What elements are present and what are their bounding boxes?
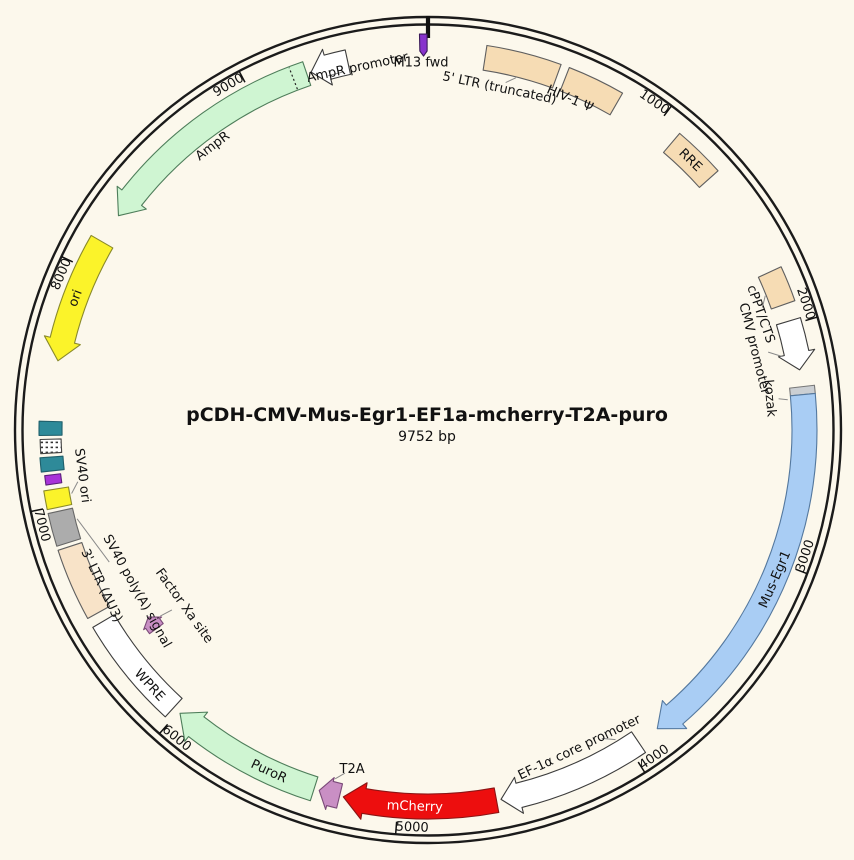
feature-ef1a-core-promoter[interactable]	[500, 731, 647, 814]
leader-factor-xa-site	[160, 609, 173, 617]
leader-ampr-promoter	[328, 71, 343, 77]
label-m13-fwd[interactable]: M13 fwd	[393, 56, 448, 71]
label-sv40-ori[interactable]: SV40 ori	[71, 447, 93, 503]
feature-divider-ampr	[288, 67, 298, 90]
leader-five-ltr-truncated	[505, 77, 517, 84]
feature-cmv-promoter[interactable]	[775, 317, 816, 371]
feature-hiv-1-psi[interactable]	[559, 67, 624, 116]
feature-factor-xa-site[interactable]	[143, 616, 164, 635]
tick-3000	[795, 568, 808, 575]
tick-5000	[394, 821, 398, 835]
feature-ampr[interactable]	[116, 61, 312, 217]
tick-6000	[158, 723, 169, 735]
leader-cmv-promoter	[768, 351, 783, 358]
features	[38, 33, 818, 820]
feature-sv40-element-purple[interactable]	[44, 473, 63, 486]
tick-9000	[238, 70, 246, 83]
feature-five-ltr-truncated[interactable]	[482, 44, 562, 89]
tick-label-5000: 5000	[395, 820, 429, 836]
feature-wpre[interactable]	[92, 614, 183, 718]
feature-sv40-ori[interactable]	[43, 486, 73, 511]
tick-label-2000: 2000	[793, 286, 818, 322]
tick-4000	[637, 761, 646, 774]
feature-sv40-element-teal-1[interactable]	[39, 455, 65, 473]
feature-rre[interactable]	[662, 132, 719, 188]
leader-cppt-cts	[761, 295, 766, 308]
backbone-rings	[13, 15, 843, 845]
label-ori[interactable]: ori	[66, 288, 86, 309]
feature-sv40-polya-signal[interactable]	[47, 507, 82, 547]
backbone-ring	[21, 23, 835, 837]
tick-7000	[30, 508, 44, 513]
feature-m13-fwd[interactable]	[418, 33, 428, 57]
tick-8000	[61, 255, 74, 263]
feature-mcherry[interactable]	[342, 782, 500, 820]
leader-sv40-ori	[71, 481, 79, 494]
leader-t2a	[334, 772, 346, 780]
feature-cppt-cts[interactable]	[757, 266, 796, 310]
feature-sv40-element-teal-2[interactable]	[38, 420, 63, 437]
leader-kozak	[778, 398, 788, 401]
label-t2a[interactable]: T2A	[339, 762, 365, 777]
label-leader-lines	[71, 71, 788, 780]
feature-sv40-element-hatched[interactable]	[39, 438, 63, 455]
feature-t2a[interactable]	[318, 777, 344, 810]
tick-1000	[663, 105, 673, 117]
feature-three-ltr-du3[interactable]	[57, 542, 111, 620]
backbone-ring	[13, 15, 843, 845]
feature-ori[interactable]	[43, 234, 114, 362]
feature-mus-egr1[interactable]	[656, 392, 818, 730]
feature-ampr-promoter[interactable]	[310, 48, 352, 86]
leader-sv40-polya-signal	[76, 518, 110, 563]
leader-ef1a-core-promoter	[601, 737, 616, 741]
tick-2000	[805, 316, 818, 322]
label-kozak[interactable]: kozak	[760, 379, 778, 418]
label-mcherry[interactable]: mCherry	[386, 798, 443, 815]
feature-puror[interactable]	[179, 711, 319, 802]
